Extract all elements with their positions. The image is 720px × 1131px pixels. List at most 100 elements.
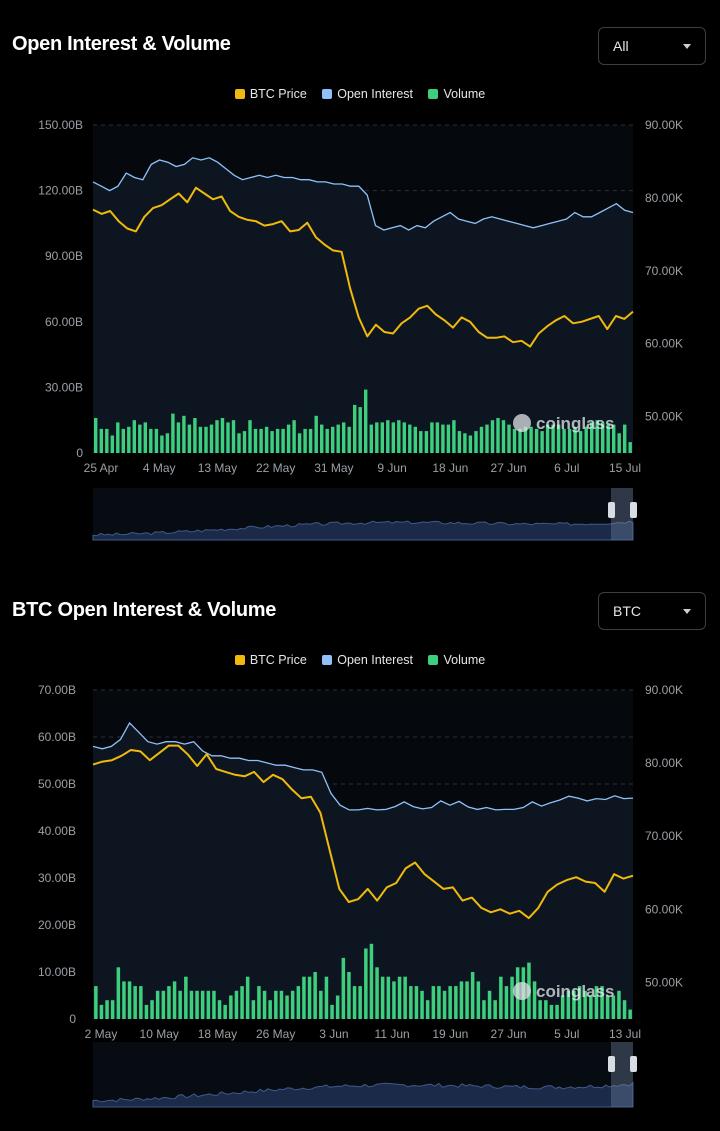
volume-bar [279, 990, 284, 1019]
y-left-tick-label: 90.00B [45, 249, 83, 263]
x-tick-label: 26 May [256, 1027, 295, 1041]
x-tick-label: 10 May [140, 1027, 179, 1041]
volume-bar [594, 986, 599, 1019]
volume-bar [257, 986, 261, 1019]
chart-btc-open-interest-volume[interactable]: 0 10.00B 20.00B 30.00B 40.00B 50.00B 60.00B 70.… [0, 566, 720, 1126]
navigator-handle-right[interactable] [630, 502, 637, 518]
volume-bar [425, 1000, 430, 1019]
y-right-tick-label: 90.00K [645, 118, 683, 132]
volume-bar [248, 420, 252, 453]
volume-bar [121, 428, 125, 453]
volume-bar [264, 426, 269, 453]
volume-bar [413, 426, 417, 453]
volume-bar [274, 990, 278, 1019]
volume-bar [167, 986, 171, 1019]
volume-bar [617, 433, 621, 453]
volume-bar [431, 986, 436, 1019]
volume-bar [479, 426, 484, 453]
volume-bar [424, 431, 429, 453]
volume-bar [330, 1004, 334, 1019]
volume-bar [160, 435, 164, 453]
volume-bar [518, 428, 522, 453]
volume-bar [572, 990, 576, 1019]
volume-bar [544, 1000, 548, 1019]
legend-label: BTC Price [249, 87, 307, 101]
volume-bar [184, 976, 188, 1019]
open-interest-swatch [322, 655, 333, 665]
volume-bar [364, 948, 368, 1019]
volume-bar [470, 972, 475, 1019]
volume-bar [116, 967, 121, 1019]
navigator-handle-left[interactable] [608, 1056, 615, 1072]
volume-bar [556, 424, 561, 453]
volume-bar [307, 976, 312, 1019]
volume-bar [336, 424, 340, 453]
volume-bar [549, 1004, 554, 1019]
volume-bar [414, 986, 419, 1019]
volume-bar [189, 990, 194, 1019]
navigator-handle-left[interactable] [608, 502, 615, 518]
volume-bar [408, 424, 412, 453]
legend-item-open-interest[interactable]: Open Interest [322, 653, 413, 667]
volume-bar [262, 990, 267, 1019]
volume-bar [105, 428, 109, 453]
legend-item-open-interest[interactable]: Open Interest [322, 87, 413, 101]
volume-bar [285, 995, 289, 1019]
btc-price-swatch [234, 655, 245, 665]
chart-legend: BTC Price Open Interest Volume [0, 653, 720, 667]
volume-bar [555, 1004, 559, 1019]
volume-bar [242, 431, 247, 453]
volume-bar [155, 990, 160, 1019]
y-right-tick-label: 90.00K [645, 683, 683, 697]
volume-bar [275, 428, 280, 453]
volume-bar [138, 424, 142, 453]
y-left-tick-label: 150.00B [38, 118, 83, 132]
volume-bar [523, 426, 528, 453]
volume-bar [204, 426, 208, 453]
volume-bar [430, 422, 434, 453]
volume-bar [324, 976, 329, 1019]
volume-bar [297, 433, 302, 453]
volume-bar [182, 415, 186, 453]
volume-bar [409, 986, 413, 1019]
volume-bar [313, 972, 317, 1019]
legend-item-volume[interactable]: Volume [428, 653, 485, 667]
navigator-handle-right[interactable] [630, 1056, 637, 1072]
coin-selector[interactable]: All [598, 27, 706, 65]
y-left-tick-label: 60.00B [45, 315, 83, 329]
legend-item-volume[interactable]: Volume [428, 87, 485, 101]
volume-bar [612, 424, 616, 453]
legend-item-btc-price[interactable]: BTC Price [234, 653, 307, 667]
volume-bar [171, 413, 175, 453]
volume-bar [493, 1000, 497, 1019]
volume-bar [512, 428, 517, 453]
y-left-tick-label: 120.00B [38, 184, 83, 198]
volume-bar [375, 967, 379, 1019]
volume-bar [139, 986, 143, 1019]
volume-bar [105, 1000, 109, 1019]
x-tick-label: 18 May [198, 1027, 237, 1041]
volume-bar [391, 422, 395, 453]
volume-bar [397, 420, 401, 453]
legend-item-btc-price[interactable]: BTC Price [234, 87, 307, 101]
volume-bar [99, 1004, 104, 1019]
legend-label: Open Interest [337, 87, 413, 101]
btc-price-line [92, 186, 634, 348]
volume-bar [454, 986, 458, 1019]
legend-label: BTC Price [249, 653, 307, 667]
volume-bar [286, 424, 291, 453]
volume-bar [237, 433, 241, 453]
volume-bar [465, 981, 469, 1019]
volume-bar [504, 986, 509, 1019]
x-tick-label: 5 Jul [554, 1027, 579, 1041]
x-tick-label: 27 Jun [491, 1027, 527, 1041]
chart-open-interest-volume[interactable]: 0 30.00B 60.00B 90.00B 120.00B 150.00B 50.00K 6… [0, 0, 720, 560]
x-tick-label: 4 May [143, 461, 176, 475]
y-right-tick-label: 70.00K [645, 829, 683, 843]
volume-bar [446, 424, 451, 453]
volume-swatch [428, 655, 439, 665]
y-right-tick-label: 80.00K [645, 756, 683, 770]
coin-selector[interactable]: BTC [598, 592, 706, 630]
volume-bar [133, 986, 137, 1019]
y-right-tick-label: 70.00K [645, 264, 683, 278]
